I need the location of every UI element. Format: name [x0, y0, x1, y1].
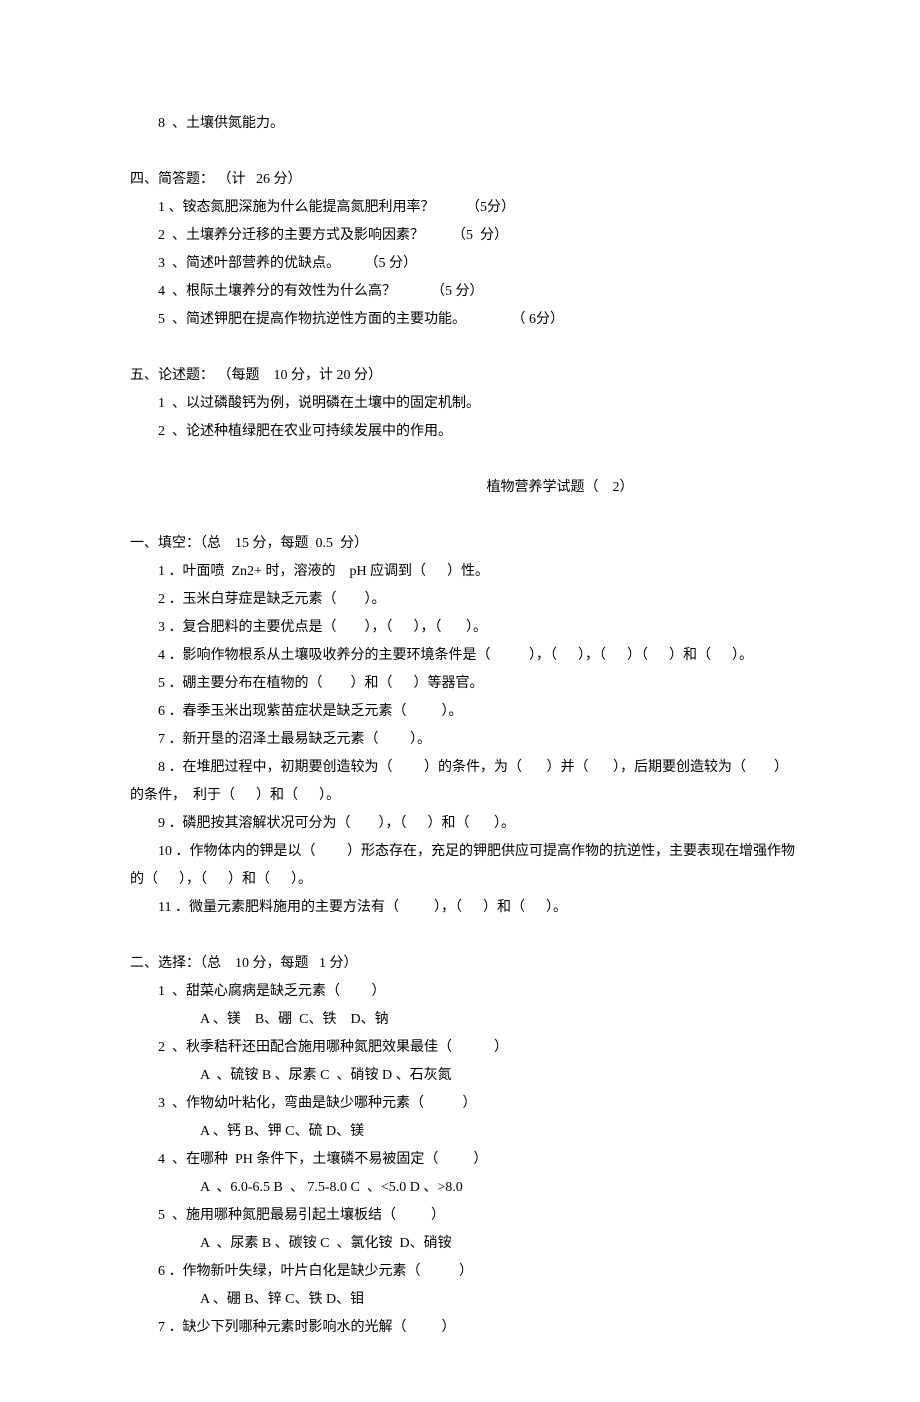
part2-q4: 4 、在哪种 PH 条件下，土壤磷不易被固定（ ） — [130, 1146, 790, 1174]
part2-q2: 2 、秋季秸秆还田配合施用哪种氮肥效果最佳（ ） — [130, 1034, 790, 1062]
part2-q3: 3 、作物幼叶粘化，弯曲是缺少哪种元素（ ） — [130, 1090, 790, 1118]
part1-q3: 3 ．复合肥料的主要优点是（ ），（ ），（ ）。 — [130, 614, 790, 642]
section4-q5: 5 、简述钾肥在提高作物抗逆性方面的主要功能。 （ 6分） — [130, 306, 790, 334]
part1-q2: 2 ．玉米白芽症是缺乏元素（ ）。 — [130, 586, 790, 614]
part2-q7: 7 ．缺少下列哪种元素时影响水的光解（ ） — [130, 1314, 790, 1342]
section4-q3: 3 、简述叶部营养的优缺点。 （5 分） — [130, 250, 790, 278]
section4-q2: 2 、土壤养分迁移的主要方式及影响因素？ （5 分） — [130, 222, 790, 250]
part1-q8-line1: 8 ．在堆肥过程中，初期要创造较为（ ）的条件，为（ ）并（ ），后期要创造较为… — [130, 754, 790, 782]
section4-q4: 4 、根际土壤养分的有效性为什么高？ （5 分） — [130, 278, 790, 306]
spacer — [130, 138, 790, 166]
part1-q7: 7 ．新开垦的沼泽土最易缺乏元素（ ）。 — [130, 726, 790, 754]
part2-q2-options: A 、硫铵 B 、尿素 C 、硝铵 D 、石灰氮 — [130, 1062, 790, 1090]
part1-q10-line2: 的（ ），（ ）和（ ）。 — [130, 866, 790, 894]
part2-q6-options: A 、硼 B、锌 C、铁 D、钼 — [130, 1286, 790, 1314]
part2-q5-options: A 、尿素 B 、碳铵 C 、氯化铵 D、硝铵 — [130, 1230, 790, 1258]
section5-q2: 2 、论述种植绿肥在农业可持续发展中的作用。 — [130, 418, 790, 446]
section5-q1: 1 、以过磷酸钙为例，说明磷在土壤中的固定机制。 — [130, 390, 790, 418]
part2-q6: 6 ．作物新叶失绿，叶片白化是缺少元素（ ） — [130, 1258, 790, 1286]
spacer — [130, 446, 790, 474]
part1-q6: 6 ．春季玉米出现紫苗症状是缺乏元素（ ）。 — [130, 698, 790, 726]
part1-q8-line2: 的条件， 利于（ ）和（ ）。 — [130, 782, 790, 810]
part2-q4-options: A 、6.0-6.5 B 、 7.5-8.0 C 、<5.0 D 、>8.0 — [130, 1174, 790, 1202]
part1-q9: 9 ．磷肥按其溶解状况可分为（ ），（ ）和（ ）。 — [130, 810, 790, 838]
spacer — [130, 922, 790, 950]
section3-item8: 8 、土壤供氮能力。 — [130, 110, 790, 138]
spacer — [130, 334, 790, 362]
part2-q5: 5 、施用哪种氮肥最易引起土壤板结（ ） — [130, 1202, 790, 1230]
part2-q3-options: A 、钙 B、钾 C、硫 D、镁 — [130, 1118, 790, 1146]
spacer — [130, 502, 790, 530]
section5-title: 五、论述题： （每题 10 分，计 20 分） — [130, 362, 790, 390]
section4-title: 四、简答题： （计 26 分） — [130, 166, 790, 194]
part2-q1-options: A 、镁 B、硼 C、铁 D、钠 — [130, 1006, 790, 1034]
part1-q4: 4 ．影响作物根系从土壤吸收养分的主要环境条件是（ ），（ ），（ ）（ ）和（… — [130, 642, 790, 670]
part2-q1: 1 、甜菜心腐病是缺乏元素（ ） — [130, 978, 790, 1006]
part1-q10-line1: 10 ．作物体内的钾是以（ ）形态存在，充足的钾肥供应可提高作物的抗逆性，主要表… — [130, 838, 790, 866]
section4-q1: 1 、铵态氮肥深施为什么能提高氮肥利用率？ （5分） — [130, 194, 790, 222]
part1-q1: 1 ．叶面喷 Zn2+ 时，溶液的 pH 应调到（ ）性。 — [130, 558, 790, 586]
part1-q5: 5 ．硼主要分布在植物的（ ）和（ ）等器官。 — [130, 670, 790, 698]
main-title: 植物营养学试题（ 2） — [130, 474, 790, 502]
part1-title: 一、填空：（总 15 分，每题 0.5 分） — [130, 530, 790, 558]
part1-q11: 11 ．微量元素肥料施用的主要方法有（ ），（ ）和（ ）。 — [130, 894, 790, 922]
part2-title: 二、选择：（总 10 分，每题 1 分） — [130, 950, 790, 978]
